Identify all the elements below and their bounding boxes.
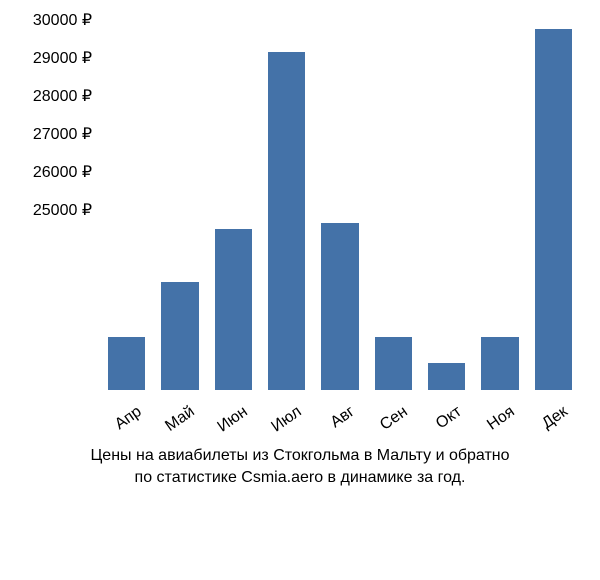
bar — [215, 229, 252, 391]
price-chart: 25000 ₽26000 ₽27000 ₽28000 ₽29000 ₽30000… — [0, 0, 600, 500]
x-axis: Апр Май Июн Июл Авг Сен Окт Ноя Дек — [100, 395, 580, 445]
bar — [375, 337, 412, 390]
x-tick-label: Июл — [268, 403, 305, 436]
x-tick-label: Дек — [539, 403, 571, 433]
bar — [161, 282, 198, 390]
x-tick-label: Ноя — [484, 403, 518, 434]
x-tick-label: Окт — [433, 403, 465, 433]
caption-line-1: Цены на авиабилеты из Стокгольма в Мальт… — [90, 447, 509, 464]
plot-area — [100, 10, 580, 390]
x-tick-label: Апр — [112, 403, 145, 434]
y-axis: 25000 ₽26000 ₽27000 ₽28000 ₽29000 ₽30000… — [0, 10, 100, 390]
bar — [535, 29, 572, 390]
bar — [321, 223, 358, 390]
bar — [428, 363, 465, 390]
x-tick-label: Май — [162, 403, 198, 436]
bar — [268, 52, 305, 390]
chart-caption: Цены на авиабилеты из Стокгольма в Мальт… — [0, 445, 600, 490]
x-tick-label: Сен — [377, 403, 411, 435]
x-tick-label: Июн — [215, 403, 252, 436]
y-tick-label: 35000 ₽ — [33, 0, 92, 200]
bar — [481, 337, 518, 390]
x-tick-label: Авг — [328, 403, 359, 432]
bar — [108, 337, 145, 390]
caption-line-2: по статистике Csmia.aero в динамике за г… — [135, 469, 466, 486]
